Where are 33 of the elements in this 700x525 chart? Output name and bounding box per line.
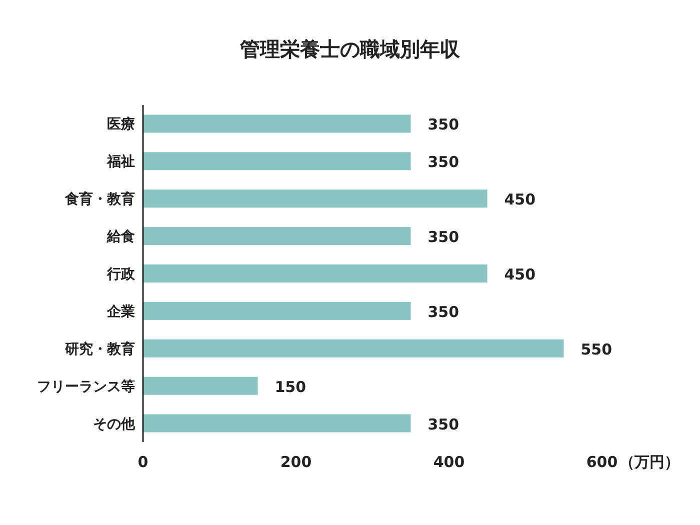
bar [143, 227, 411, 246]
x-tick-label: 400 [433, 453, 465, 471]
bar [143, 302, 411, 320]
x-axis-title: （万円） [620, 453, 680, 471]
y-tick-label: 食育・教育 [64, 190, 135, 208]
data-label: 550 [580, 340, 612, 358]
data-label: 350 [428, 228, 460, 246]
data-label: 350 [428, 153, 460, 172]
bar [143, 376, 258, 395]
bar [143, 414, 411, 432]
y-tick-label: 企業 [106, 304, 135, 320]
bar [143, 152, 411, 170]
data-label: 450 [504, 190, 536, 209]
y-tick-label: 行政 [106, 266, 136, 282]
y-tick-label: 給食 [106, 229, 135, 246]
x-tick-label: 600 [586, 453, 618, 471]
x-tick-label: 200 [280, 453, 312, 471]
bar [143, 339, 564, 358]
y-tick-label: その他 [93, 416, 136, 432]
y-tick-label: 医療 [107, 116, 135, 133]
y-tick-label: フリーランス等 [37, 378, 135, 395]
data-label: 450 [504, 266, 536, 284]
data-label: 350 [428, 302, 460, 321]
bar [143, 114, 411, 133]
y-tick-label: 研究・教育 [64, 340, 135, 358]
bar [143, 264, 488, 282]
chart-title: 管理栄養士の職域別年収 [239, 37, 461, 61]
data-label: 350 [428, 415, 460, 434]
y-tick-label: 福祉 [106, 153, 135, 170]
data-label: 350 [428, 116, 460, 134]
bar [143, 190, 488, 208]
data-label: 150 [274, 378, 306, 396]
x-tick-label: 0 [138, 453, 148, 471]
